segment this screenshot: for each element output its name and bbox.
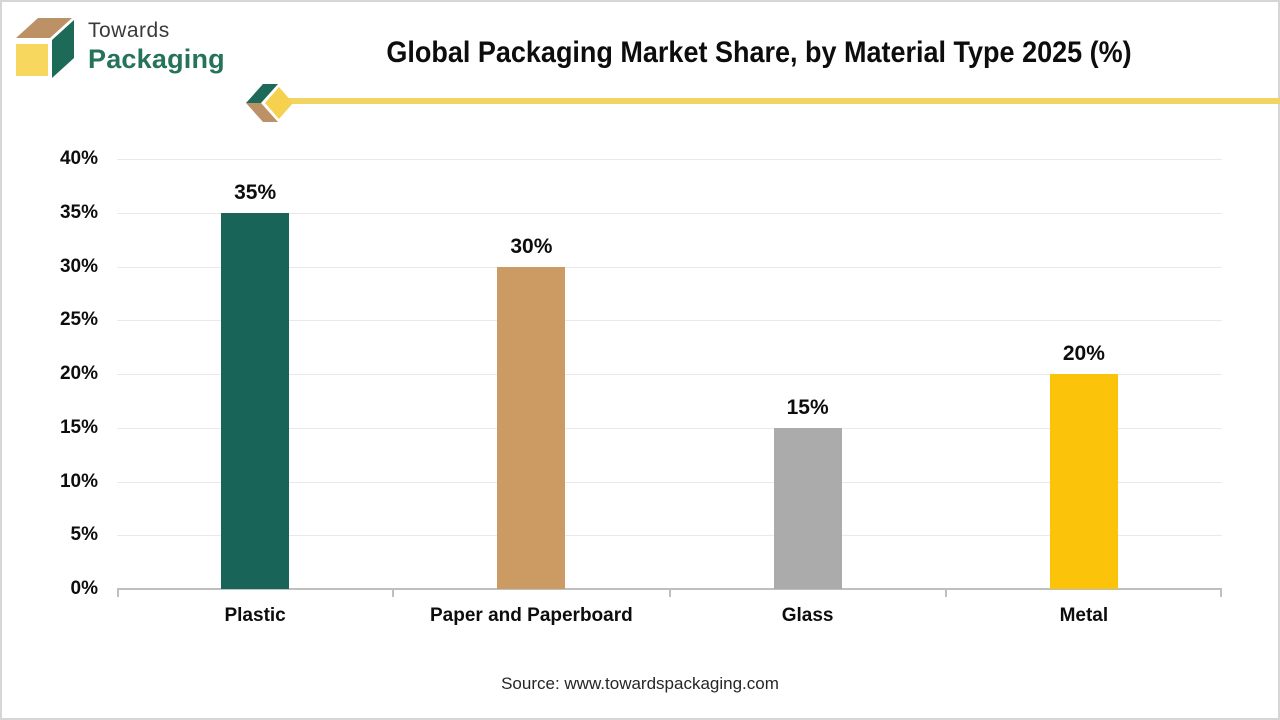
towards-packaging-logo-text: Towards Packaging [88, 20, 225, 73]
chevron-diamond-face [265, 87, 293, 119]
x-axis-category-label: Metal [1059, 605, 1109, 626]
y-axis-tick-label: 40% [59, 148, 98, 169]
x-axis-tick [668, 589, 671, 597]
y-axis-tick-label: 0% [70, 578, 98, 599]
logo-word-towards: Towards [88, 19, 170, 42]
bar-glass [773, 427, 842, 589]
y-axis-tick-label: 15% [59, 416, 98, 438]
y-axis-tick-label: 10% [59, 470, 98, 492]
y-axis-tick-label: 5% [70, 524, 98, 546]
accent-underline [288, 98, 1280, 104]
bar-paper-and-paperboard [497, 266, 566, 589]
bar-plastic [221, 212, 290, 589]
towards-packaging-logo-icon [16, 18, 74, 78]
y-gridline [117, 427, 1222, 429]
y-gridline [117, 159, 1222, 160]
chevron-bottom-face [246, 103, 278, 122]
y-axis-tick-label: 35% [59, 201, 98, 223]
y-axis-tick-label: 25% [59, 309, 98, 331]
x-axis-tick [1220, 589, 1222, 597]
bar-metal [1049, 374, 1118, 589]
logo-box-side-face [52, 20, 74, 78]
x-axis-category-label: Paper and Paperboard [430, 605, 633, 626]
y-gridline [117, 212, 1222, 214]
page-title: Global Packaging Market Share, by Materi… [386, 36, 1132, 69]
source-text: Source: www.towardspackaging.com [501, 674, 779, 693]
plot-area: 0% 5% 10% 15% 20% 25% 30% 35% 40% 35% Plastic 30% Pa… [60, 148, 1222, 626]
bar-value-label: 20% [1062, 342, 1105, 365]
y-axis-tick-label: 30% [59, 255, 98, 277]
logo-box-front-face [16, 44, 48, 76]
y-gridline [117, 535, 1222, 537]
x-axis-category-label: Glass [781, 605, 834, 626]
bar-value-label: 15% [786, 395, 829, 419]
x-axis-tick [117, 589, 119, 597]
x-axis-category-label: Plastic [224, 605, 286, 626]
y-gridline [117, 320, 1222, 322]
bar-value-label: 35% [234, 180, 277, 204]
y-gridline [117, 481, 1222, 483]
chevron-top-face [246, 84, 278, 103]
y-gridline [117, 374, 1222, 375]
x-axis-tick [392, 589, 395, 597]
chevron-diamond-icon [246, 84, 293, 122]
y-axis-tick-label: 20% [59, 363, 98, 384]
x-axis-tick [944, 589, 947, 597]
logo-box-top-face [16, 18, 72, 38]
bar-value-label: 30% [510, 234, 553, 258]
y-gridline [117, 266, 1222, 268]
logo-word-packaging: Packaging [88, 44, 225, 74]
